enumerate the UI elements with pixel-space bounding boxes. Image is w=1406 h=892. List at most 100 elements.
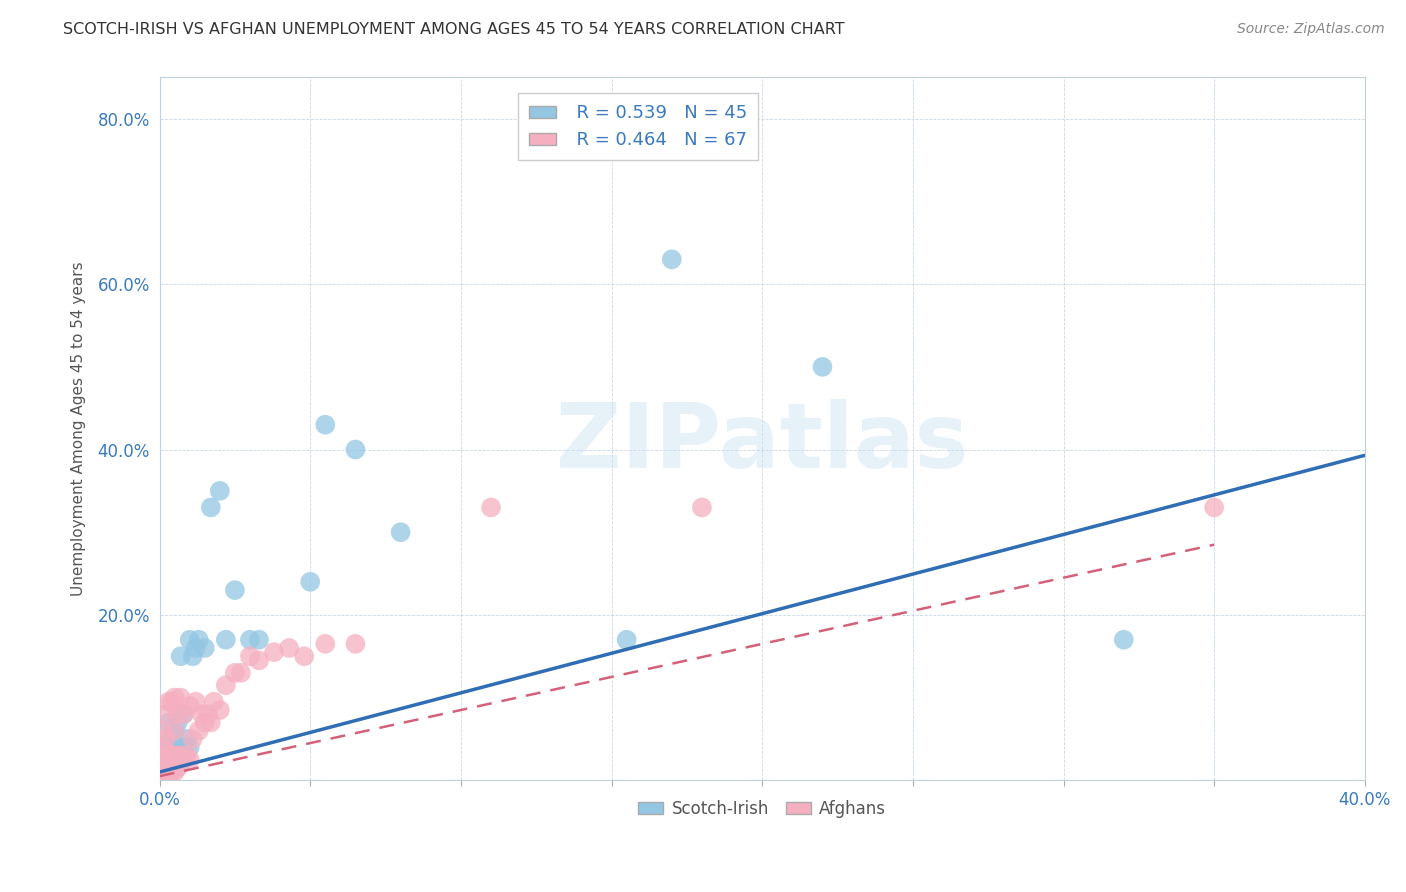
Point (163, 748, 186, 763)
Point (155, 740, 177, 755)
Point (160, 761, 183, 775)
Point (163, 756, 186, 771)
Point (389, 525, 412, 540)
Point (344, 442, 367, 457)
Point (169, 756, 191, 771)
Point (157, 748, 180, 763)
Point (247, 653, 270, 667)
Text: Source: ZipAtlas.com: Source: ZipAtlas.com (1237, 22, 1385, 37)
Point (152, 756, 174, 771)
Point (155, 753, 177, 767)
Point (181, 649, 204, 664)
Point (157, 765, 180, 780)
Point (152, 740, 174, 755)
Point (202, 695, 225, 709)
Point (661, 252, 683, 267)
Point (176, 748, 198, 763)
Point (160, 748, 183, 763)
Point (208, 703, 231, 717)
Point (197, 707, 219, 722)
Point (187, 723, 209, 738)
Point (157, 695, 180, 709)
Point (152, 761, 174, 775)
Point (155, 765, 177, 780)
Point (155, 756, 177, 771)
Point (179, 632, 201, 647)
Point (314, 417, 336, 432)
Point (187, 632, 209, 647)
Point (152, 748, 174, 763)
Point (163, 690, 186, 705)
Point (155, 756, 177, 771)
Point (157, 740, 180, 755)
Point (166, 756, 188, 771)
Point (169, 690, 191, 705)
Point (157, 715, 180, 730)
Text: ZIPatlas: ZIPatlas (555, 399, 969, 487)
Point (278, 640, 301, 655)
Point (299, 574, 322, 589)
Point (166, 707, 188, 722)
Point (155, 748, 177, 763)
Point (157, 769, 180, 783)
Point (160, 756, 183, 771)
Point (176, 731, 198, 746)
Point (179, 740, 201, 755)
Point (166, 715, 188, 730)
Point (194, 715, 217, 730)
Point (224, 665, 246, 680)
Point (163, 748, 186, 763)
Point (239, 632, 262, 647)
Text: SCOTCH-IRISH VS AFGHAN UNEMPLOYMENT AMONG AGES 45 TO 54 YEARS CORRELATION CHART: SCOTCH-IRISH VS AFGHAN UNEMPLOYMENT AMON… (63, 22, 845, 37)
Point (160, 748, 183, 763)
Point (215, 632, 238, 647)
Point (181, 731, 204, 746)
Point (155, 769, 177, 783)
Point (152, 765, 174, 780)
Point (479, 500, 502, 515)
Point (163, 761, 186, 775)
Point (224, 583, 246, 598)
Point (184, 640, 207, 655)
Point (169, 649, 191, 664)
Point (314, 637, 336, 651)
Point (292, 649, 315, 664)
Point (152, 753, 174, 767)
Point (160, 695, 183, 709)
Point (344, 637, 367, 651)
Point (157, 765, 180, 780)
Point (163, 723, 186, 738)
Point (173, 707, 195, 722)
Point (194, 640, 217, 655)
Point (215, 678, 238, 692)
Point (616, 632, 638, 647)
Point (811, 359, 834, 374)
Point (166, 761, 188, 775)
Point (179, 753, 201, 767)
Point (157, 761, 180, 775)
Point (163, 723, 186, 738)
Point (166, 748, 188, 763)
Point (190, 707, 212, 722)
Point (152, 765, 174, 780)
Legend: Scotch-Irish, Afghans: Scotch-Irish, Afghans (631, 793, 893, 825)
Point (200, 715, 222, 730)
Point (1112, 632, 1135, 647)
Point (169, 748, 191, 763)
Point (208, 483, 231, 498)
Point (166, 740, 188, 755)
Point (160, 731, 183, 746)
Point (157, 756, 180, 771)
Point (166, 756, 188, 771)
Point (200, 500, 222, 515)
Point (155, 761, 177, 775)
Point (169, 748, 191, 763)
Point (152, 769, 174, 783)
Point (163, 765, 186, 780)
Point (173, 753, 195, 767)
Point (179, 698, 201, 713)
Point (152, 723, 174, 738)
Point (155, 731, 177, 746)
Point (157, 756, 180, 771)
Y-axis label: Unemployment Among Ages 45 to 54 years: Unemployment Among Ages 45 to 54 years (72, 261, 86, 596)
